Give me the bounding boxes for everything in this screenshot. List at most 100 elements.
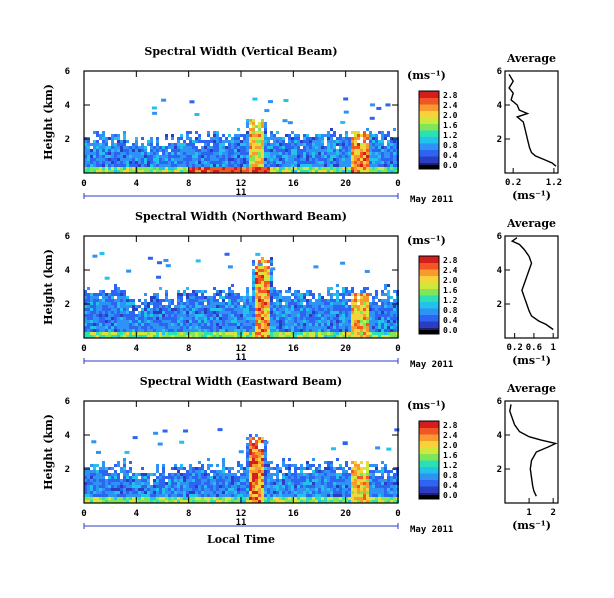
- x-axis-label: Local Time: [207, 533, 275, 546]
- colorbar-tick-label: 2.0: [443, 111, 458, 120]
- heatmap-speckle: [217, 428, 223, 432]
- average-x-tick-label: 0.6: [526, 343, 542, 353]
- x-tick-label: 0: [81, 179, 86, 189]
- average-profile-line: [508, 74, 557, 167]
- heatmap-speckle: [179, 440, 185, 444]
- x-tick-label: 8: [186, 509, 191, 519]
- x-tick-label: 12: [236, 344, 247, 354]
- average-y-tick-label: 6: [497, 232, 502, 242]
- average-y-tick-label: 2: [497, 465, 502, 475]
- average-x-tick-label: 0.2: [507, 343, 523, 353]
- colorbar-tick-label: 2.4: [443, 266, 458, 275]
- colorbar-swatch: [419, 143, 439, 150]
- heatmap-field: [84, 428, 400, 503]
- colorbar-tick-label: 2.0: [443, 276, 458, 285]
- colorbar-swatch: [419, 486, 439, 493]
- panel-3: Spectral Width (Eastward Beam) 2 4 6 Height …: [42, 375, 559, 546]
- colorbar-swatch: [419, 288, 439, 296]
- colorbar-tick-label: 0.4: [443, 151, 458, 160]
- panel-title: Spectral Width (Vertical Beam): [144, 45, 337, 58]
- heatmap-speckle: [224, 252, 230, 256]
- colorbar-swatch: [419, 460, 439, 467]
- date-label: 11: [236, 188, 247, 198]
- colorbar-swatch: [419, 117, 439, 124]
- heatmap-speckle: [153, 431, 159, 435]
- heatmap-speckle: [183, 429, 189, 433]
- colorbar-swatch: [419, 156, 439, 163]
- heatmap-speckle: [267, 100, 273, 104]
- x-tick-label: 0: [395, 509, 400, 519]
- colorbar-swatch: [419, 130, 439, 137]
- average-panel: Average 2 4 6 0.2 1.2(ms⁻¹): [497, 52, 562, 202]
- month-label: May 2011: [410, 360, 453, 370]
- x-tick-label: 12: [236, 179, 247, 189]
- colorbar-swatch: [419, 110, 439, 118]
- heatmap-speckle: [340, 120, 346, 124]
- average-title: Average: [506, 217, 556, 230]
- average-x-tick-label: 1.2: [546, 178, 562, 188]
- average-x-tick-label: 1: [550, 343, 555, 353]
- heatmap-speckle: [331, 447, 337, 451]
- colorbar-swatch: [419, 421, 439, 428]
- heatmap-speckle: [147, 256, 153, 260]
- colorbar-swatch: [419, 97, 439, 105]
- x-tick-label: 16: [288, 179, 299, 189]
- heatmap-field: [84, 97, 399, 173]
- y-tick-label: 2: [65, 135, 70, 145]
- heatmap-speckle: [124, 450, 130, 454]
- heatmap-speckle: [252, 97, 258, 101]
- average-y-tick-label: 4: [497, 431, 503, 441]
- heatmap-speckle: [342, 442, 348, 446]
- heatmap-speckle: [282, 119, 288, 123]
- average-x-tick-label: 1: [526, 508, 531, 518]
- heatmap-speckle: [189, 100, 195, 104]
- colorbar-tick-label: 1.2: [443, 131, 458, 140]
- heatmap-speckle: [156, 275, 162, 279]
- average-frame: [504, 400, 559, 504]
- heatmap-speckle: [369, 116, 375, 120]
- panel-title: Spectral Width (Northward Beam): [135, 210, 347, 223]
- average-panel: Average 2 4 6 0.2 0.6 1(ms⁻¹): [497, 217, 559, 367]
- colorbar-swatch: [419, 473, 439, 480]
- average-y-tick-label: 6: [497, 67, 502, 77]
- month-label: May 2011: [410, 525, 453, 535]
- colorbar-tick-label: 0.4: [443, 316, 458, 325]
- y-tick-label: 4: [65, 431, 71, 441]
- colorbar-swatch: [419, 495, 439, 499]
- colorbar-swatch: [419, 269, 439, 276]
- colorbar-tick-label: 1.6: [443, 121, 458, 130]
- heatmap-speckle: [91, 440, 97, 444]
- colorbar-tick-label: 2.8: [443, 421, 458, 430]
- date-label: 11: [236, 353, 247, 363]
- colorbar-frame: [418, 255, 440, 335]
- heatmap-speckle: [126, 269, 132, 273]
- colorbar: 0.00.40.81.21.62.02.42.8: [418, 90, 458, 170]
- y-tick-label: 6: [65, 67, 70, 77]
- colorbar-swatch: [419, 447, 439, 454]
- heatmap-speckle: [238, 450, 244, 454]
- colorbar-swatch: [419, 440, 439, 448]
- x-tick-label: 4: [134, 509, 140, 519]
- heatmap-speckle: [227, 265, 233, 269]
- heatmap-speckle: [255, 252, 261, 256]
- heatmap-speckle: [270, 267, 276, 271]
- heatmap-speckle: [152, 111, 158, 115]
- colorbar: 0.00.40.81.21.62.02.42.8: [418, 255, 458, 335]
- heatmap-speckle: [375, 446, 381, 450]
- colorbar-tick-label: 0.8: [443, 471, 458, 480]
- colorbar-swatch: [419, 104, 439, 111]
- colorbar-unit: (ms⁻¹): [407, 399, 446, 412]
- colorbar-swatch: [419, 314, 439, 322]
- colorbar-swatch: [419, 256, 439, 263]
- heatmap-speckle: [132, 436, 138, 440]
- y-axis-label: Height (km): [42, 249, 55, 325]
- heatmap-speckle: [165, 264, 171, 268]
- average-x-label: (ms⁻¹): [512, 189, 551, 202]
- heatmap-speckle: [364, 269, 370, 273]
- colorbar-swatch: [419, 434, 439, 441]
- average-frame: [504, 70, 559, 174]
- colorbar-tick-label: 0.0: [443, 326, 458, 335]
- x-tick-label: 0: [81, 509, 86, 519]
